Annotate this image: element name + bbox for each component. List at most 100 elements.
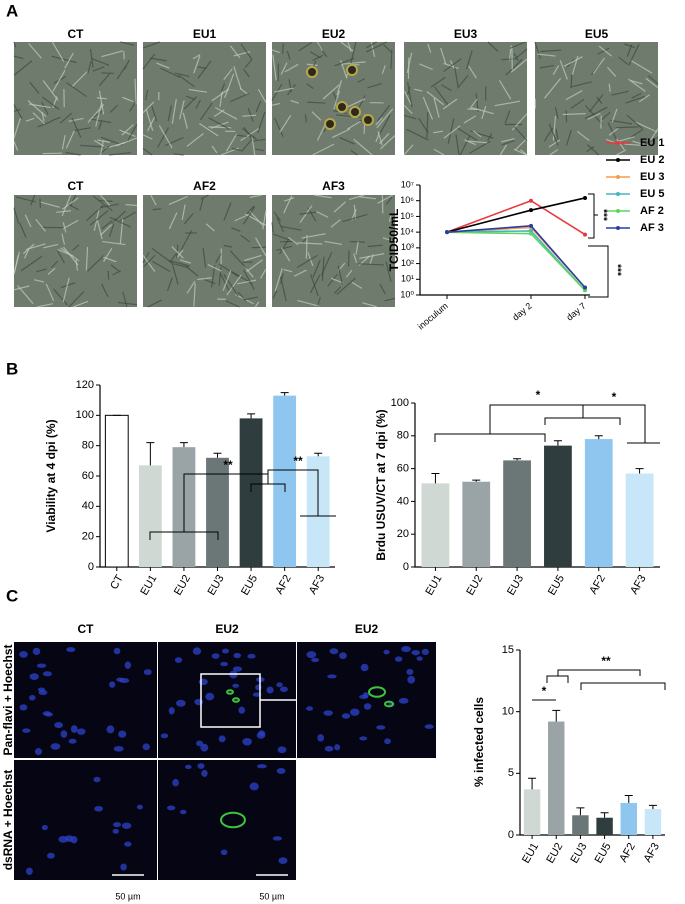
image-label: EU2 [355,622,379,636]
nucleus [349,708,360,716]
scale-bar-label: 50 µm [259,891,284,901]
x-tick-label: AF3 [307,573,327,596]
cell [505,58,523,76]
nucleus [94,805,104,812]
cell [13,285,30,291]
cell [355,241,359,255]
nucleus [360,663,369,672]
cell [426,91,444,106]
cell [597,47,610,55]
cell [469,140,491,154]
cell [103,247,113,262]
y-tick-label: 5 [508,767,514,779]
cell [61,194,72,217]
cell [618,56,629,65]
cell [441,84,452,92]
nucleus [166,805,176,811]
cell [61,135,66,150]
y-tick-label: 10⁴ [400,227,414,237]
image-label: CT [68,27,85,41]
cell [390,49,393,70]
cell [208,117,230,130]
cell [111,210,126,225]
bar [462,481,491,567]
cell [24,248,30,259]
legend-marker [616,192,620,196]
cell [193,55,201,74]
cell [333,201,346,213]
error-bar [553,440,562,446]
cell [147,299,162,308]
cell [299,211,317,215]
nucleus [258,730,266,737]
cell [211,265,216,288]
row-label: dsRNA + Hoechst [1,770,15,871]
scale-bar-label: 50 µm [115,891,140,901]
nucleus [334,744,341,751]
nucleus [247,653,256,659]
micrograph [14,195,137,307]
image-label: CT [68,179,85,193]
cell [234,213,250,222]
cell [199,198,204,211]
cell [601,111,611,120]
cell [381,65,386,74]
point [529,198,533,203]
cell [375,132,381,143]
cell [638,94,650,103]
cell [615,138,625,150]
error-bar [213,452,222,458]
image-label: AF3 [322,179,345,193]
cell [624,43,636,49]
nucleus [70,725,78,733]
error-bar [576,807,585,816]
cell-texture [13,41,138,156]
cell [223,68,233,81]
cell [276,217,285,233]
cell [316,211,329,218]
cell [72,300,89,308]
cell [255,100,262,113]
fluorescence-image [14,642,157,758]
cell [388,213,392,223]
cell [183,213,194,225]
y-tick-label: 10 [502,706,514,718]
cell [298,42,313,52]
nucleus [211,653,220,659]
y-tick-label: 80 [397,430,409,442]
nucleus [341,713,351,719]
cell [376,108,394,129]
cell [310,274,319,297]
bar [503,460,531,567]
cell [333,90,341,110]
cell [142,134,153,140]
nucleus [276,682,283,688]
cell [272,233,291,241]
cell [75,259,78,271]
cell [62,222,67,233]
cell [559,60,568,80]
cell [225,300,240,308]
cell [427,43,432,53]
cell [53,288,68,306]
bar [620,802,637,835]
cell [62,219,79,230]
cell [288,79,292,93]
error-bar [594,435,603,440]
cell [66,82,87,98]
nucleus [329,648,339,655]
legend-label: EU 3 [640,171,664,183]
cell [433,86,449,105]
nucleus [47,852,55,859]
nucleus [277,746,287,754]
cell [472,130,482,138]
cell [351,281,363,289]
error-bar [513,458,522,461]
cell [25,117,35,122]
nucleus [192,647,202,655]
x-tick-label: AF3 [628,573,648,596]
cell [122,291,128,308]
cell [142,254,156,272]
micrograph [14,42,137,155]
series-line [446,199,586,236]
